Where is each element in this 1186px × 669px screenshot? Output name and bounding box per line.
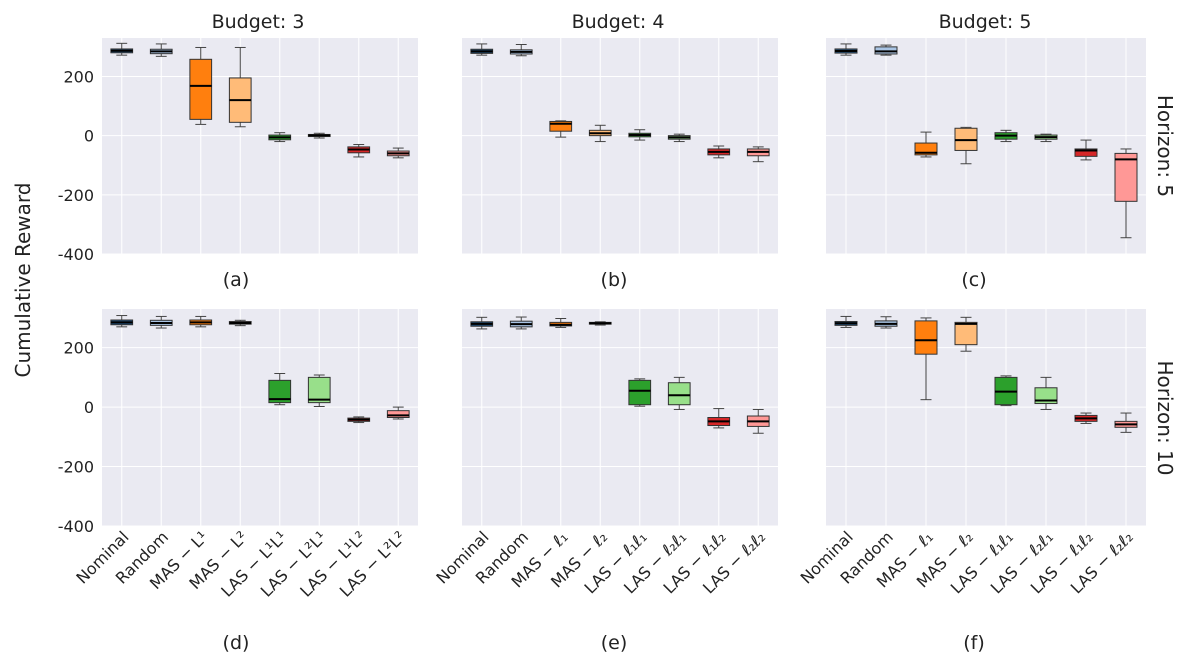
box-5 — [994, 375, 1018, 407]
box-iqr — [1114, 152, 1138, 202]
box-iqr — [268, 379, 292, 404]
box-iqr — [549, 120, 573, 132]
box-1 — [834, 43, 858, 56]
box-2 — [149, 315, 173, 329]
box-3 — [549, 318, 573, 328]
plot-area — [826, 309, 1146, 526]
box-iqr — [307, 376, 331, 404]
box-4 — [588, 321, 612, 326]
box-1 — [834, 315, 858, 328]
box-1 — [470, 43, 494, 56]
y-tick-label: -200 — [58, 186, 94, 205]
box-8 — [746, 408, 770, 434]
panel-letter-f: (f) — [963, 632, 985, 654]
box-4 — [588, 124, 612, 143]
box-5 — [994, 129, 1018, 143]
y-axis-label: Cumulative Reward — [11, 183, 35, 378]
y-tick-label: 0 — [84, 398, 94, 417]
box-iqr — [386, 410, 410, 419]
y-tick-label: 200 — [63, 67, 94, 86]
box-6 — [307, 374, 331, 408]
y-tick-label: -400 — [58, 245, 94, 264]
panels: -400 -200 0 200 -400 -200 0 200 NominalRandomMAS… — [58, 38, 1146, 601]
box-6 — [1034, 376, 1058, 410]
box-7 — [347, 416, 371, 424]
box-4 — [954, 126, 978, 165]
y-tick-label: 0 — [84, 127, 94, 146]
box-8 — [386, 147, 410, 159]
box-6 — [1034, 133, 1058, 143]
plot-area — [102, 38, 418, 254]
column-title-budget-5: Budget: 5 — [939, 11, 1032, 33]
box-3 — [549, 120, 573, 138]
y-tick-label: -200 — [58, 458, 94, 477]
box-8 — [1114, 148, 1138, 239]
box-5 — [268, 132, 292, 143]
y-tick-label: -400 — [58, 517, 94, 536]
plot-area — [826, 38, 1146, 254]
box-3 — [189, 46, 213, 125]
box-7 — [1074, 139, 1098, 161]
box-6 — [667, 376, 691, 410]
box-7 — [707, 408, 731, 429]
box-3 — [189, 315, 213, 328]
panel-c — [826, 38, 1146, 255]
box-iqr — [667, 382, 691, 406]
box-8 — [746, 146, 770, 163]
box-iqr — [628, 379, 652, 406]
box-2 — [874, 44, 898, 56]
box-3 — [914, 317, 938, 401]
box-4 — [228, 319, 252, 327]
panel-letter-a: (a) — [223, 269, 249, 291]
box-2 — [874, 316, 898, 329]
box-5 — [268, 373, 292, 406]
box-7 — [707, 145, 731, 159]
box-7 — [347, 144, 371, 158]
panel-letter-d: (d) — [223, 632, 250, 654]
box-8 — [1114, 412, 1138, 433]
column-title-budget-3: Budget: 3 — [212, 11, 305, 33]
box-5 — [628, 378, 652, 407]
box-2 — [509, 44, 533, 57]
plot-area — [102, 309, 418, 526]
row-label-horizon-10: Horizon: 10 — [1153, 360, 1177, 475]
box-5 — [628, 129, 652, 141]
box-6 — [667, 133, 691, 143]
box-3 — [914, 131, 938, 158]
box-4 — [228, 46, 252, 128]
panel-letter-e: (e) — [601, 632, 628, 654]
box-iqr — [914, 320, 938, 355]
plot-area — [462, 38, 778, 254]
box-iqr — [189, 58, 213, 120]
column-title-budget-4: Budget: 4 — [572, 11, 665, 33]
box-2 — [149, 43, 173, 57]
plot-area — [462, 309, 778, 526]
box-2 — [509, 316, 533, 330]
row-label-horizon-5: Horizon: 5 — [1153, 95, 1177, 197]
box-4 — [954, 316, 978, 352]
y-tick-label: 200 — [63, 339, 94, 358]
panel-letter-b: (b) — [601, 269, 628, 291]
panel-a: -400 -200 0 200 — [58, 38, 418, 264]
box-iqr — [954, 321, 978, 346]
box-1 — [110, 42, 134, 56]
box-7 — [1074, 412, 1098, 424]
box-6 — [307, 132, 331, 139]
panel-letter-c: (c) — [961, 269, 986, 291]
box-8 — [386, 406, 410, 420]
box-1 — [110, 315, 134, 328]
box-iqr — [1074, 148, 1098, 157]
box-iqr — [914, 142, 938, 156]
panel-b — [462, 38, 778, 255]
box-1 — [470, 316, 494, 330]
